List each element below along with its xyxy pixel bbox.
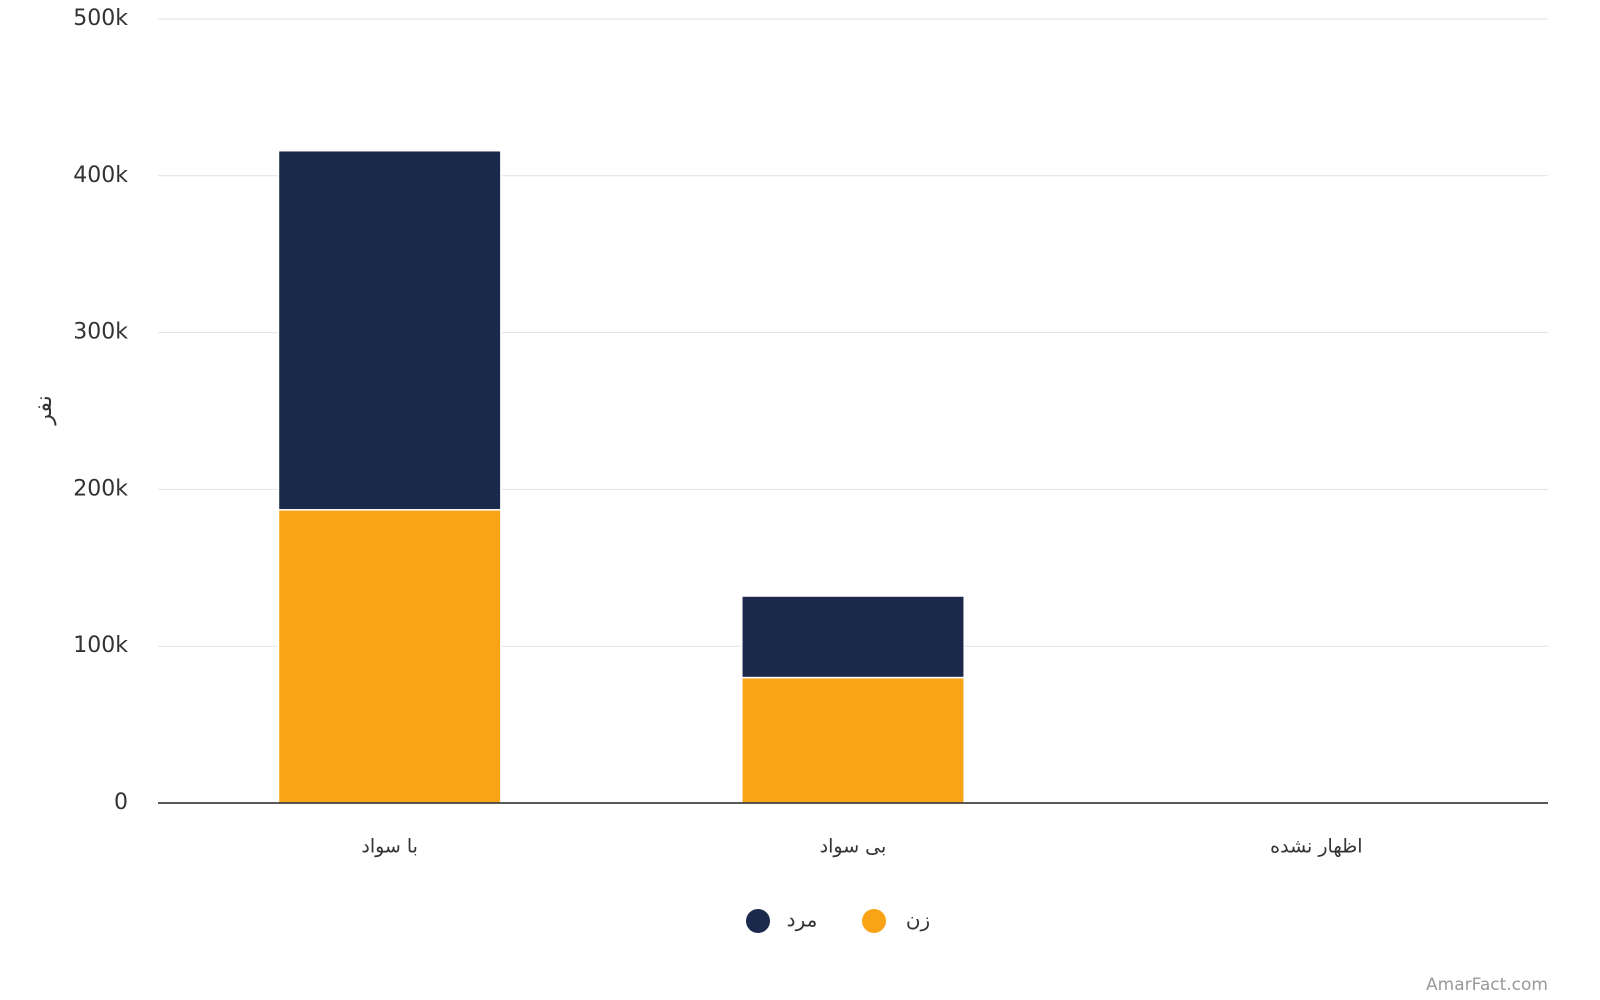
watermark: AmarFact.com bbox=[1426, 975, 1548, 995]
y-axis-title: نفر bbox=[32, 395, 57, 425]
x-tick-label: اظهار نشده bbox=[1270, 836, 1362, 858]
legend-label: زن bbox=[906, 908, 930, 932]
legend-swatch bbox=[746, 909, 770, 933]
y-tick-label: 300k bbox=[73, 320, 128, 345]
bar-segment bbox=[277, 509, 502, 804]
bar-segment bbox=[277, 149, 502, 511]
y-tick-label: 0 bbox=[114, 790, 128, 815]
y-tick-label: 400k bbox=[73, 163, 128, 188]
y-tick-label: 200k bbox=[73, 476, 128, 501]
bar-segment bbox=[741, 595, 965, 679]
x-tick-label: با سواد bbox=[361, 836, 418, 858]
y-tick-label: 100k bbox=[73, 633, 128, 658]
legend-swatch bbox=[862, 909, 886, 933]
y-tick-label: 500k bbox=[73, 6, 128, 31]
bar-segment bbox=[741, 676, 965, 804]
legend-label: مرد bbox=[787, 908, 818, 932]
x-tick-label: بی سواد bbox=[820, 836, 887, 858]
